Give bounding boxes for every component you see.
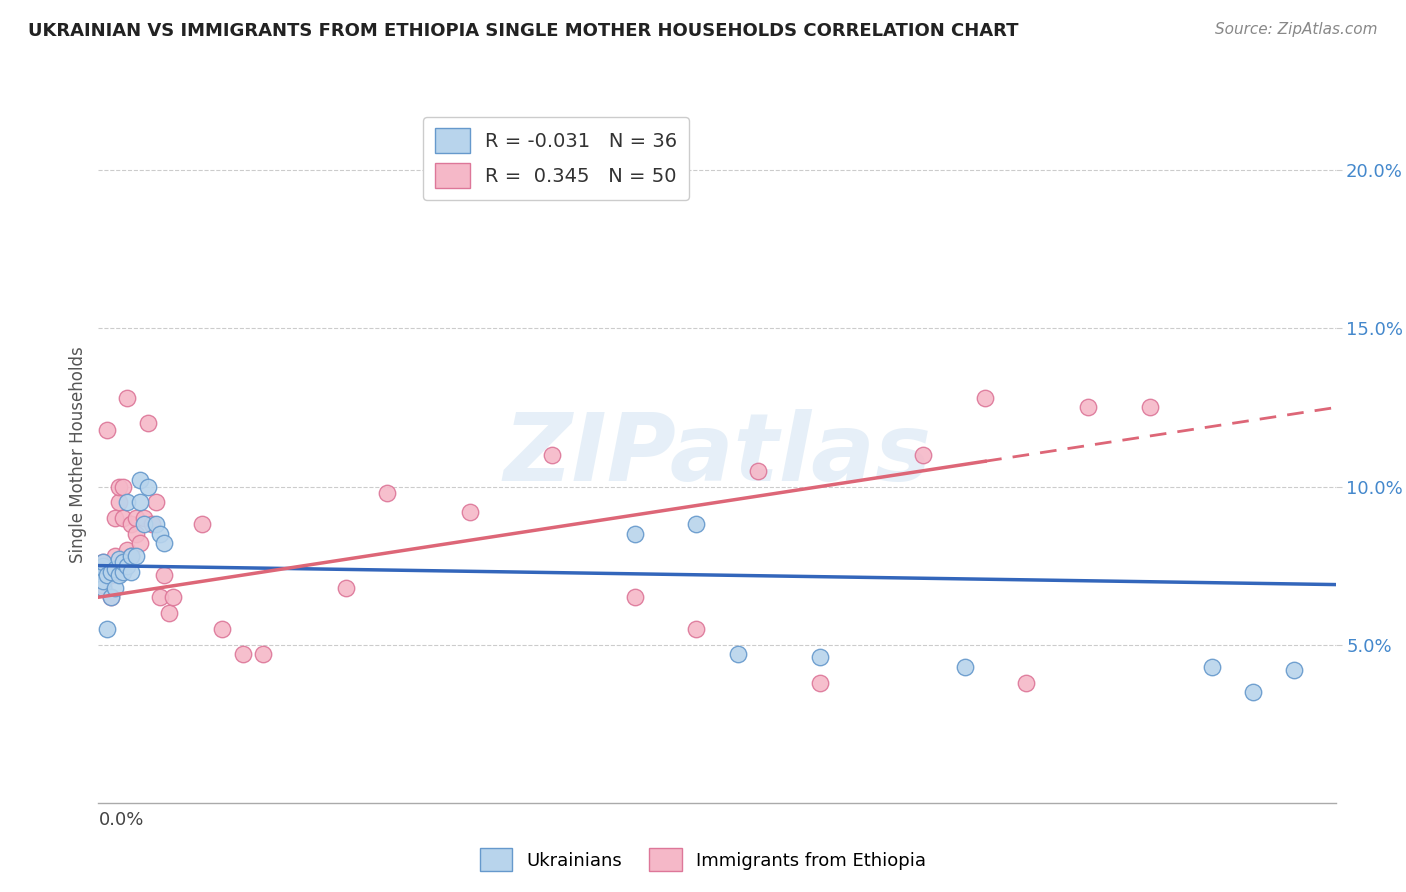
Point <box>117 542 139 557</box>
Point <box>458 505 481 519</box>
Point <box>685 622 707 636</box>
Point <box>149 527 172 541</box>
Point <box>112 511 135 525</box>
Point <box>953 660 976 674</box>
Point <box>232 647 254 661</box>
Point <box>91 565 114 579</box>
Point <box>162 591 184 605</box>
Point <box>211 622 233 636</box>
Point <box>104 581 127 595</box>
Point <box>1015 675 1038 690</box>
Point <box>128 495 150 509</box>
Point <box>124 527 146 541</box>
Point <box>120 549 142 563</box>
Text: UKRAINIAN VS IMMIGRANTS FROM ETHIOPIA SINGLE MOTHER HOUSEHOLDS CORRELATION CHART: UKRAINIAN VS IMMIGRANTS FROM ETHIOPIA SI… <box>28 22 1018 40</box>
Point <box>108 495 131 509</box>
Point <box>1241 685 1264 699</box>
Point <box>96 622 118 636</box>
Point <box>100 591 122 605</box>
Point <box>91 571 114 585</box>
Point <box>91 558 114 573</box>
Point <box>91 568 114 582</box>
Point <box>104 511 127 525</box>
Point <box>136 479 159 493</box>
Point <box>1139 401 1161 415</box>
Point <box>120 565 142 579</box>
Point <box>128 473 150 487</box>
Text: ZIPatlas: ZIPatlas <box>503 409 931 501</box>
Point <box>100 591 122 605</box>
Point <box>727 647 749 661</box>
Point <box>91 574 114 589</box>
Text: Source: ZipAtlas.com: Source: ZipAtlas.com <box>1215 22 1378 37</box>
Point <box>141 517 163 532</box>
Point <box>252 647 274 661</box>
Point <box>136 417 159 431</box>
Text: 0.0%: 0.0% <box>98 811 143 830</box>
Point <box>112 479 135 493</box>
Point <box>541 448 564 462</box>
Point <box>108 568 131 582</box>
Point <box>120 549 142 563</box>
Point <box>685 517 707 532</box>
Point <box>808 650 831 665</box>
Y-axis label: Single Mother Households: Single Mother Households <box>69 347 87 563</box>
Point <box>100 565 122 579</box>
Point <box>808 675 831 690</box>
Point <box>91 574 114 589</box>
Point <box>1077 401 1099 415</box>
Point <box>1284 663 1306 677</box>
Point <box>108 552 131 566</box>
Point <box>104 549 127 563</box>
Point <box>153 536 176 550</box>
Point <box>190 517 212 532</box>
Point <box>91 556 114 570</box>
Point <box>117 391 139 405</box>
Point <box>96 423 118 437</box>
Point <box>375 486 398 500</box>
Point <box>96 568 118 582</box>
Point <box>91 556 114 570</box>
Point <box>91 568 114 582</box>
Point <box>747 464 769 478</box>
Point <box>91 581 114 595</box>
Point <box>145 495 167 509</box>
Legend: Ukrainians, Immigrants from Ethiopia: Ukrainians, Immigrants from Ethiopia <box>472 841 934 879</box>
Point <box>91 581 114 595</box>
Point <box>623 527 645 541</box>
Point <box>128 536 150 550</box>
Point <box>112 565 135 579</box>
Point <box>157 606 180 620</box>
Point <box>974 391 997 405</box>
Legend: R = -0.031   N = 36, R =  0.345   N = 50: R = -0.031 N = 36, R = 0.345 N = 50 <box>423 117 689 200</box>
Point <box>91 565 114 579</box>
Point <box>132 511 155 525</box>
Point <box>149 591 172 605</box>
Point <box>124 549 146 563</box>
Point <box>335 581 357 595</box>
Point <box>108 479 131 493</box>
Point <box>912 448 935 462</box>
Point <box>120 517 142 532</box>
Point <box>124 511 146 525</box>
Point <box>112 556 135 570</box>
Point <box>153 568 176 582</box>
Point <box>96 562 118 576</box>
Point <box>145 517 167 532</box>
Point <box>623 591 645 605</box>
Point <box>117 558 139 573</box>
Point <box>91 558 114 573</box>
Point <box>117 495 139 509</box>
Point <box>91 577 114 591</box>
Point <box>132 517 155 532</box>
Point <box>1201 660 1223 674</box>
Point <box>104 562 127 576</box>
Point <box>100 568 122 582</box>
